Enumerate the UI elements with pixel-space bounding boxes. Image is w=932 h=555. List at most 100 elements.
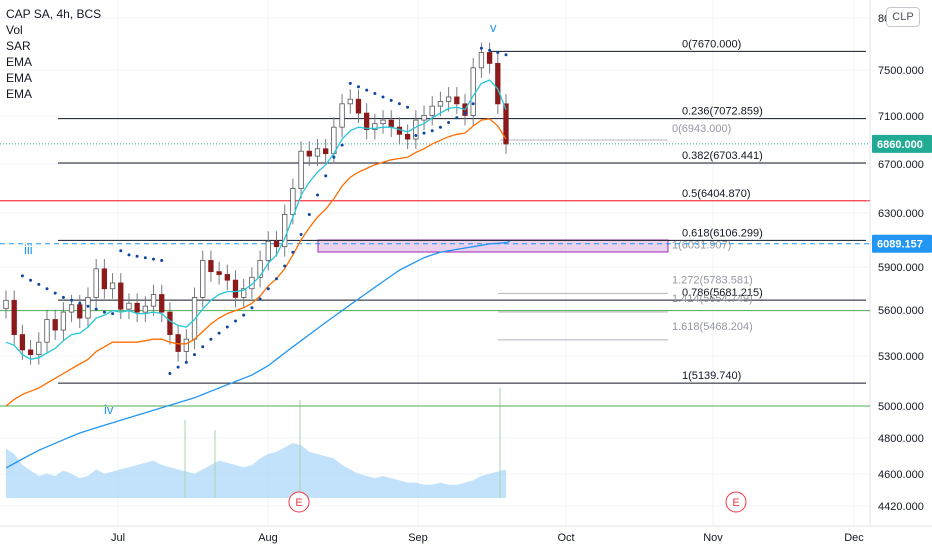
candle-body — [429, 105, 435, 116]
currency-badge[interactable]: CLP — [886, 7, 920, 27]
sar-dot — [217, 331, 221, 335]
candle-body — [486, 52, 493, 64]
ema-line — [505, 240, 511, 244]
sar-dot — [143, 256, 147, 260]
candle-body — [380, 119, 386, 125]
fib-label: 0(7670.000) — [682, 38, 741, 50]
fib-label: 0.5(6404.870) — [682, 188, 751, 200]
sar-dot — [381, 95, 385, 99]
target-zone — [317, 239, 669, 253]
earnings-marker-label: E — [295, 497, 302, 509]
candle-body — [306, 150, 312, 157]
x-tick-label: Sep — [408, 532, 428, 544]
sar-dot — [168, 372, 172, 375]
y-tick-label: 7500.000 — [878, 65, 924, 77]
sar-dot — [135, 254, 139, 258]
sar-dot — [37, 282, 41, 286]
sar-dot — [348, 81, 352, 85]
candle-body — [126, 302, 132, 310]
candle-body — [118, 282, 124, 310]
sar-dot — [127, 253, 131, 257]
fib-label: 0.382(6703.441) — [682, 150, 763, 162]
y-tick-label: 6300.000 — [878, 208, 924, 220]
sar-dot — [447, 121, 451, 124]
candle-body — [36, 341, 42, 355]
candle-body — [159, 294, 165, 313]
fib-label: 0.786(5681.215) — [682, 287, 763, 299]
candle-body — [11, 299, 17, 335]
x-tick-label: Dec — [844, 532, 864, 544]
candle-body — [503, 103, 509, 145]
candle-body — [52, 319, 58, 331]
sar-dot — [373, 92, 377, 95]
candle-body — [77, 304, 83, 319]
sar-dot — [193, 353, 196, 357]
sar-dot — [78, 301, 82, 305]
sar-dot — [471, 102, 475, 106]
sar-dot — [283, 264, 287, 268]
candle-body — [339, 103, 345, 128]
sar-dot — [53, 291, 57, 295]
price-label-box — [872, 134, 932, 153]
sar-dot — [119, 249, 123, 253]
sar-dot — [504, 53, 508, 57]
x-tick-label: Aug — [258, 532, 278, 544]
candle-body — [3, 299, 9, 310]
candle-body — [404, 133, 411, 140]
candle-body — [109, 282, 116, 290]
y-tick-label: 5300.000 — [878, 351, 924, 363]
symbol-title[interactable]: CAP SA, 4h, BCS — [6, 7, 102, 21]
candle-body — [421, 115, 427, 121]
sar-dot — [258, 297, 262, 301]
indicator-ema-3[interactable]: EMA — [6, 87, 33, 101]
sar-dot — [45, 287, 49, 291]
indicator-ema-1[interactable]: EMA — [6, 55, 33, 69]
sar-dot — [275, 277, 278, 281]
candle-body — [347, 98, 353, 105]
sar-dot — [340, 143, 344, 147]
candle-body — [314, 148, 321, 157]
price-label-text: 6860.000 — [877, 139, 923, 151]
candle-body — [200, 260, 206, 298]
candle-body — [44, 319, 50, 343]
y-tick-label: 6700.000 — [878, 159, 924, 171]
earnings-marker — [288, 491, 310, 513]
sar-dot — [438, 125, 442, 129]
sar-dot — [242, 313, 246, 317]
ema-line — [5, 242, 507, 469]
candle-body — [150, 294, 157, 307]
indicator-vol[interactable]: Vol — [6, 23, 23, 37]
y-tick-label: 5900.000 — [878, 262, 924, 274]
fib2-label: 1(6031.907) — [672, 240, 731, 252]
sar-dot — [479, 46, 483, 50]
price-label-text: 6089.157 — [877, 239, 923, 251]
sar-dot — [20, 274, 24, 278]
indicator-ema-2[interactable]: EMA — [6, 71, 33, 85]
candle-body — [355, 98, 362, 114]
candle-body — [257, 260, 263, 278]
sar-dot — [463, 111, 467, 115]
sar-dot — [86, 304, 90, 308]
y-tick-label: 4800.000 — [878, 433, 924, 445]
sar-dot — [102, 310, 106, 314]
wave-label-iii: iii — [24, 242, 33, 257]
candle-body — [290, 188, 296, 215]
candle-body — [437, 101, 444, 107]
sar-dot — [406, 105, 410, 109]
candle-body — [454, 96, 460, 105]
sar-dot — [389, 98, 393, 102]
indicator-sar[interactable]: SAR — [6, 39, 31, 53]
earnings-marker — [725, 491, 747, 513]
candle-body — [273, 240, 280, 248]
candle-body — [19, 334, 26, 351]
sar-dot — [414, 134, 418, 137]
sar-dot — [209, 337, 213, 341]
sar-dot — [201, 345, 205, 349]
chart-legend: CAP SA, 4h, BCS Vol SAR EMA EMA EMA — [6, 6, 101, 102]
sar-dot — [496, 51, 500, 54]
sar-dot — [176, 365, 180, 369]
volume-area — [6, 443, 506, 498]
ema-line — [5, 79, 507, 360]
